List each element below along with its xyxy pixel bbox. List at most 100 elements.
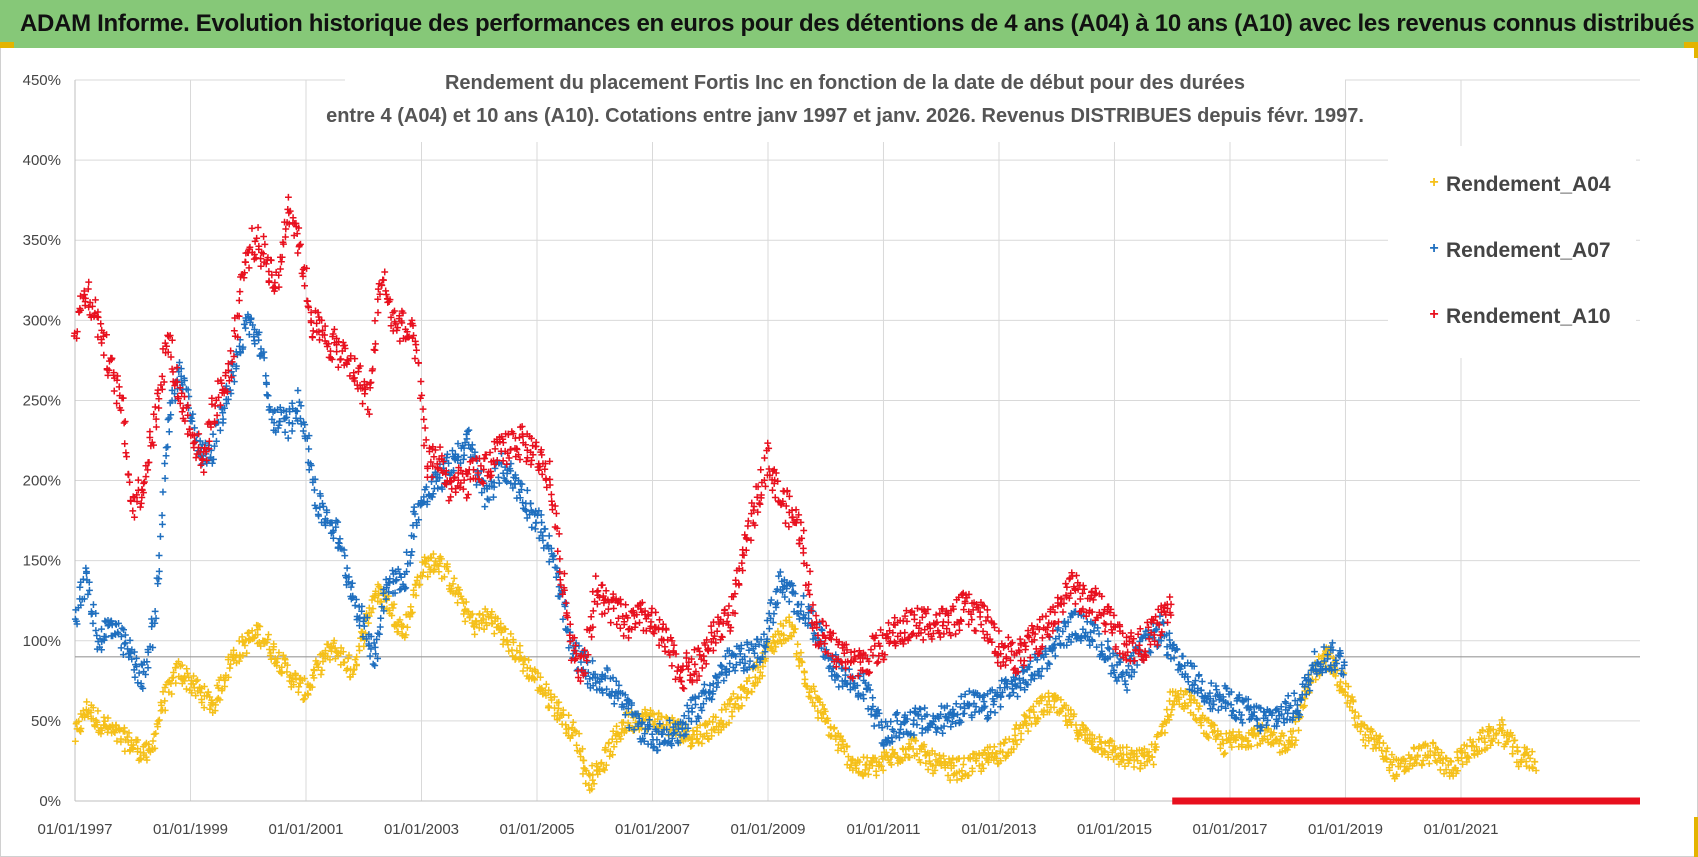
data-point — [703, 729, 711, 737]
data-point — [140, 749, 148, 757]
data-point — [251, 340, 259, 348]
data-point — [893, 717, 901, 725]
data-point — [980, 602, 988, 610]
data-point — [352, 596, 360, 603]
data-point — [406, 559, 414, 567]
data-point — [613, 620, 621, 628]
data-point — [1062, 580, 1070, 588]
data-point — [261, 240, 269, 248]
data-point — [765, 625, 773, 633]
data-point — [663, 726, 671, 733]
data-point — [127, 649, 134, 657]
data-point — [1436, 766, 1444, 774]
data-point — [213, 437, 220, 445]
data-point — [178, 661, 186, 669]
data-point — [877, 762, 885, 770]
data-point — [391, 589, 399, 597]
data-point — [546, 476, 554, 483]
data-point — [599, 581, 606, 589]
data-point — [1440, 770, 1448, 778]
data-point — [433, 470, 441, 478]
data-point — [901, 629, 909, 636]
data-point — [950, 762, 958, 770]
data-point — [481, 503, 489, 511]
data-point — [532, 438, 540, 446]
data-point — [691, 695, 699, 702]
data-point — [276, 418, 284, 425]
data-point — [265, 277, 273, 285]
data-point — [782, 617, 790, 624]
data-point — [334, 518, 342, 526]
data-point — [1095, 733, 1103, 741]
data-point — [380, 607, 388, 615]
data-point — [336, 356, 344, 364]
data-point — [447, 585, 455, 592]
data-point — [331, 644, 339, 652]
data-point — [1388, 751, 1396, 758]
data-point — [700, 681, 708, 688]
data-point — [518, 480, 526, 488]
data-point — [375, 591, 382, 599]
data-point — [966, 754, 974, 762]
data-point — [183, 665, 191, 673]
data-point — [476, 610, 484, 618]
data-point — [932, 611, 940, 619]
data-point — [1094, 744, 1102, 751]
data-point — [555, 704, 562, 712]
data-point — [1442, 766, 1450, 774]
data-point — [980, 698, 988, 706]
data-point — [920, 741, 928, 748]
data-point — [1528, 748, 1536, 756]
data-point — [863, 754, 871, 762]
data-point — [304, 297, 312, 305]
data-point — [235, 657, 243, 665]
data-point — [93, 632, 101, 639]
data-point — [134, 476, 142, 484]
data-point — [208, 459, 216, 467]
data-point — [374, 629, 382, 637]
data-point — [365, 619, 372, 627]
data-point — [250, 634, 258, 642]
data-point — [601, 672, 609, 680]
data-point — [652, 609, 660, 616]
data-point — [1070, 710, 1078, 718]
data-point — [401, 633, 409, 641]
data-point — [176, 359, 183, 366]
data-point — [547, 491, 555, 498]
data-point — [118, 624, 126, 632]
data-point — [279, 651, 287, 659]
data-point — [709, 687, 717, 695]
data-point — [774, 627, 782, 635]
data-point — [587, 613, 595, 621]
data-point — [1424, 742, 1431, 750]
data-point — [394, 565, 402, 573]
legend-label-a04: Rendement_A04 — [1446, 173, 1611, 196]
data-point — [211, 442, 218, 450]
data-point — [464, 427, 471, 435]
y-tick-label: 100% — [23, 633, 61, 650]
data-point — [713, 674, 720, 682]
data-point — [373, 636, 381, 643]
data-point — [230, 327, 238, 335]
data-point — [1292, 736, 1300, 744]
data-point — [957, 703, 964, 711]
data-point — [191, 424, 198, 432]
data-point — [1515, 763, 1523, 770]
data-point — [507, 630, 515, 638]
data-point — [1192, 715, 1199, 723]
data-point — [1072, 600, 1079, 608]
data-point — [609, 751, 616, 759]
data-point — [295, 683, 303, 691]
data-point — [1042, 612, 1050, 620]
data-point — [299, 427, 307, 435]
data-point — [1369, 727, 1376, 735]
data-point — [612, 677, 620, 685]
data-point — [601, 766, 609, 774]
x-tick-label: 01/01/1997 — [37, 821, 112, 838]
data-point — [317, 492, 324, 500]
data-point — [318, 666, 326, 674]
data-point — [1197, 719, 1205, 726]
data-point — [1414, 751, 1421, 759]
data-point — [797, 649, 805, 657]
data-point — [504, 641, 512, 649]
